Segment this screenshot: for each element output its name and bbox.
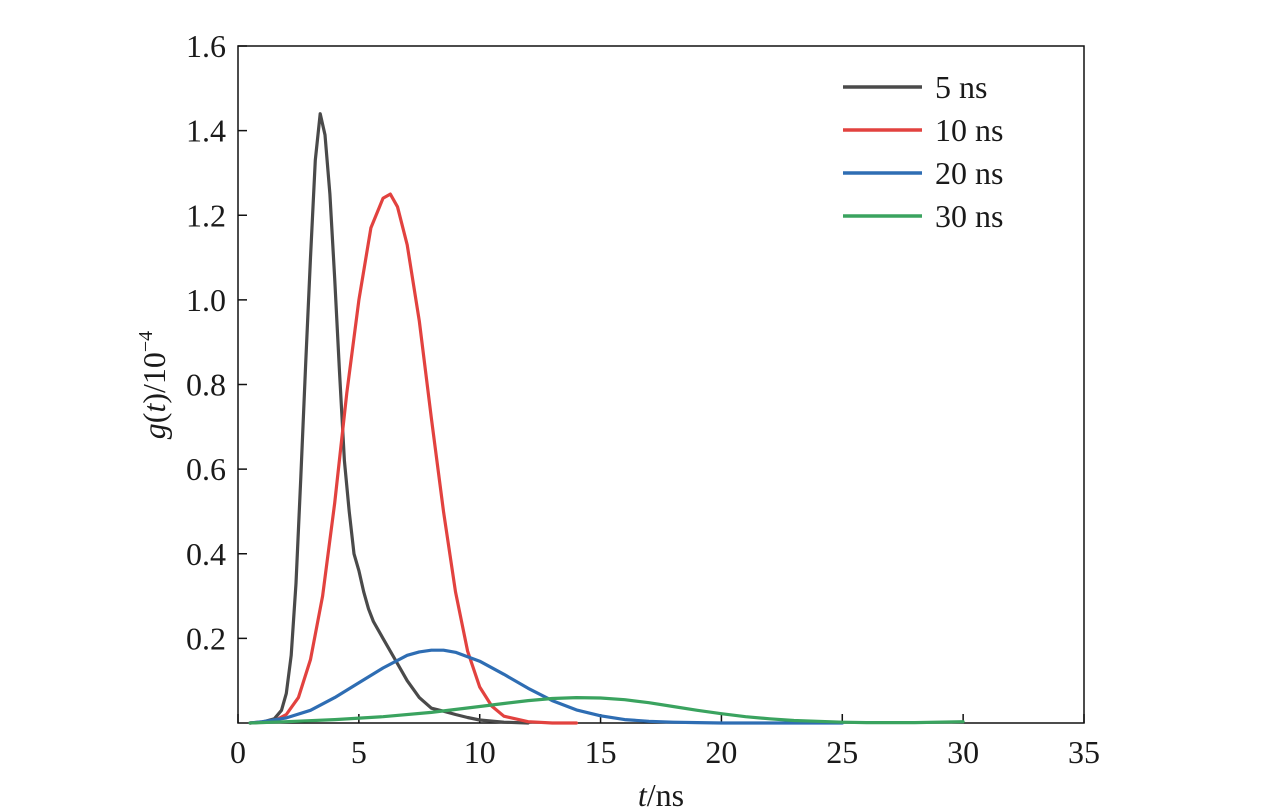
x-axis-label: t/ns bbox=[638, 777, 684, 811]
y-axis-label-close: ) bbox=[136, 393, 172, 404]
y-tick-label: 0.4 bbox=[186, 536, 226, 572]
y-axis-label-open: ( bbox=[136, 413, 172, 424]
y-tick-label: 0.6 bbox=[186, 451, 226, 487]
legend: 5 ns 10 ns 20 ns 30 ns bbox=[843, 69, 1003, 234]
x-axis-label-unit: /ns bbox=[647, 777, 684, 811]
y-tick-label: 1.6 bbox=[186, 28, 226, 64]
y-tick-label: 1.0 bbox=[186, 282, 226, 318]
x-tick-label: 15 bbox=[585, 734, 617, 770]
x-tick-label: 30 bbox=[947, 734, 979, 770]
x-tick-label: 25 bbox=[826, 734, 858, 770]
x-tick-label: 35 bbox=[1068, 734, 1100, 770]
y-tick-label: 1.4 bbox=[186, 113, 226, 149]
y-axis-label: g(t)/10−4 bbox=[135, 331, 172, 439]
y-tick-label: 0.8 bbox=[186, 367, 226, 403]
series-line-4 bbox=[248, 695, 965, 725]
y-axis-label-exp: −4 bbox=[135, 331, 157, 352]
series-line-2 bbox=[248, 192, 579, 725]
legend-label: 30 ns bbox=[935, 198, 1003, 234]
y-tick-label: 0.2 bbox=[186, 620, 226, 656]
series-line-1 bbox=[248, 112, 530, 725]
x-tick-label: 0 bbox=[230, 734, 246, 770]
series-lines bbox=[248, 112, 965, 725]
legend-label: 20 ns bbox=[935, 155, 1003, 191]
y-axis-label-arg: t bbox=[136, 403, 172, 413]
x-tick-label: 20 bbox=[705, 734, 737, 770]
y-axis-label-unit: /10 bbox=[136, 352, 172, 393]
x-tick-label: 10 bbox=[464, 734, 496, 770]
legend-label: 10 ns bbox=[935, 112, 1003, 148]
x-tick-label: 5 bbox=[351, 734, 367, 770]
y-tick-label: 1.2 bbox=[186, 197, 226, 233]
x-axis-label-var: t bbox=[638, 777, 648, 811]
legend-label: 5 ns bbox=[935, 69, 987, 105]
y-axis: 0.2 0.4 0.6 0.8 1.0 1.2 1.4 1.6 bbox=[186, 28, 247, 656]
series-line-3 bbox=[248, 648, 844, 725]
y-axis-label-var: g bbox=[136, 423, 172, 439]
